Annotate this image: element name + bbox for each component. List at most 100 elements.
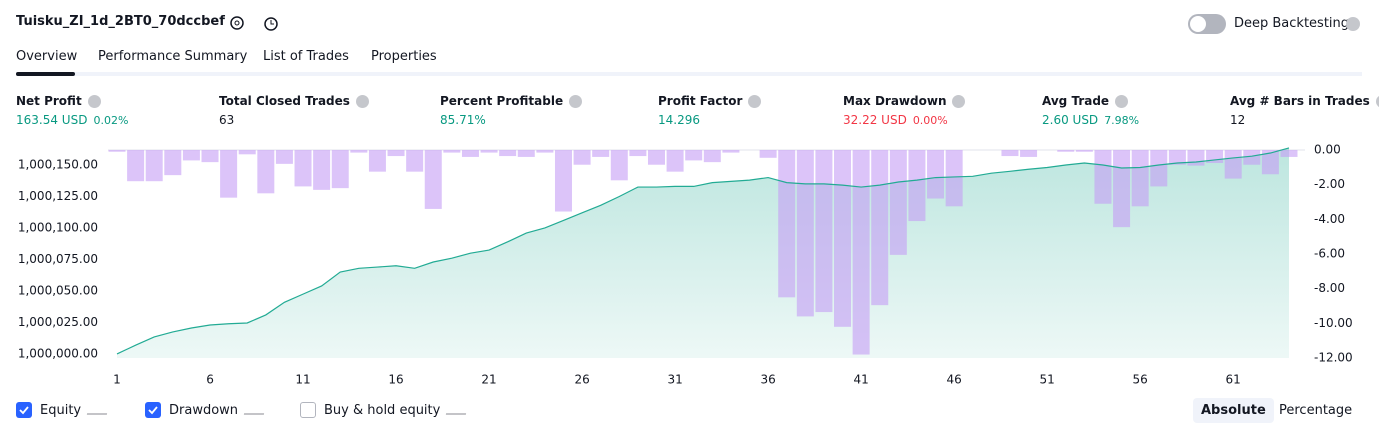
- deep-backtesting-toggle[interactable]: [1188, 14, 1226, 34]
- metric-value: 12: [1230, 113, 1245, 127]
- y-tick-label: 1,000,150.00: [18, 157, 98, 171]
- checkbox[interactable]: [16, 402, 32, 418]
- metric-value: 85.71%: [440, 113, 486, 127]
- tab[interactable]: Performance Summary: [98, 49, 248, 64]
- drawdown-bar: [1168, 150, 1186, 165]
- drawdown-bar: [759, 150, 777, 158]
- drawdown-bar: [815, 150, 833, 313]
- metric-value-text: 85.71%: [440, 113, 486, 127]
- legend-item[interactable]: Drawdown: [145, 402, 269, 418]
- drawdown-bar: [331, 150, 349, 189]
- info-icon[interactable]: [569, 94, 583, 108]
- tab[interactable]: Overview: [16, 49, 78, 64]
- drawdown-bar: [1243, 150, 1261, 165]
- info-icon[interactable]: [87, 94, 101, 108]
- x-tick-label: 61: [1226, 373, 1241, 387]
- x-tick-label: 1: [113, 373, 121, 387]
- drawdown-bar: [1094, 150, 1112, 204]
- drawdown-bar: [647, 150, 665, 165]
- y2-tick-label: -10.00: [1314, 316, 1353, 330]
- legend-icon: [243, 406, 269, 414]
- drawdown-bar: [424, 150, 442, 209]
- metric-label: Profit Factor: [658, 94, 762, 108]
- header-icons: [230, 16, 278, 31]
- y-tick-label: 1,000,000.00: [18, 346, 98, 360]
- drawdown-bar: [1131, 150, 1149, 207]
- checkbox[interactable]: [300, 402, 316, 418]
- drawdown-bar: [127, 150, 145, 182]
- info-icon[interactable]: [355, 94, 369, 108]
- drawdown-bar: [871, 150, 889, 306]
- y2-tick-label: -6.00: [1314, 247, 1345, 261]
- metric-label: Avg # Bars in Trades: [1230, 94, 1379, 108]
- metric-value-text: 14.296: [658, 113, 700, 127]
- y-tick-label: 1,000,050.00: [18, 283, 98, 297]
- drawdown-bar: [554, 150, 572, 212]
- x-tick-label: 21: [481, 373, 496, 387]
- drawdown-bar: [368, 150, 386, 172]
- drawdown-bar: [927, 150, 945, 199]
- drawdown-bar: [443, 150, 461, 153]
- drawdown-bar: [220, 150, 238, 198]
- metric-value: 32.22 USD 0.00%: [843, 113, 948, 127]
- metric-value: 163.54 USD 0.02%: [16, 113, 128, 127]
- checkbox[interactable]: [145, 402, 161, 418]
- help-icon[interactable]: [1346, 17, 1360, 31]
- metric-value: 2.60 USD 7.98%: [1042, 113, 1139, 127]
- metric-label: Percent Profitable: [440, 94, 583, 108]
- legend-label: Drawdown: [169, 402, 239, 418]
- y-tick-label: 1,000,100.00: [18, 220, 98, 234]
- drawdown-bar: [536, 150, 554, 153]
- drawdown-bar: [666, 150, 684, 172]
- y2-tick-label: -4.00: [1314, 212, 1345, 226]
- alert-hands: [270, 20, 274, 25]
- legend-icon: [446, 406, 471, 414]
- settings-icon[interactable]: [230, 16, 244, 30]
- x-tick-label: 31: [667, 373, 682, 387]
- check-mark: [19, 406, 29, 415]
- drawdown-bar: [275, 150, 293, 164]
- drawdown-bar: [1020, 150, 1038, 157]
- drawdown-bar: [461, 150, 479, 157]
- drawdown-bar: [517, 150, 535, 157]
- tab[interactable]: List of Trades: [263, 49, 349, 64]
- drawdown-bar: [778, 150, 796, 298]
- metric-label: Total Closed Trades: [219, 94, 369, 108]
- active-tab-indicator: [16, 72, 75, 76]
- drawdown-bar: [164, 150, 182, 176]
- drawdown-bar: [182, 150, 200, 161]
- legend-icon: [86, 406, 112, 414]
- alert-icon[interactable]: [264, 17, 278, 31]
- metric-label-text: Max Drawdown: [843, 94, 947, 108]
- drawdown-bar: [852, 150, 870, 355]
- drawdown-bar: [610, 150, 628, 181]
- settings-icon-core: [234, 20, 240, 26]
- info-icon[interactable]: [952, 94, 966, 108]
- drawdown-bar: [480, 150, 498, 153]
- view-button[interactable]: Absolute: [1193, 398, 1274, 423]
- x-tick-label: 6: [206, 373, 214, 387]
- drawdown-bar: [238, 150, 256, 155]
- y-tick-label: 1,000,125.00: [18, 189, 98, 203]
- info-icon[interactable]: [748, 94, 762, 108]
- metric-change: 0.02%: [93, 114, 129, 127]
- metric-change: 0.00%: [912, 114, 948, 127]
- view-button[interactable]: Percentage: [1279, 403, 1353, 418]
- metric-label-text: Profit Factor: [658, 94, 743, 108]
- drawdown-bar: [313, 150, 331, 190]
- legend-item[interactable]: Buy & hold equity: [300, 402, 471, 418]
- equity-area: [117, 147, 1289, 358]
- metric-value-text: 163.54 USD: [16, 113, 88, 127]
- metric-label-text: Avg Trade: [1042, 94, 1110, 108]
- metric-value-text: 2.60 USD: [1042, 113, 1099, 127]
- metric-value-text: 12: [1230, 113, 1246, 127]
- tab[interactable]: Properties: [371, 49, 437, 64]
- metric-label: Avg Trade: [1042, 94, 1129, 108]
- drawdown-bar: [201, 150, 219, 163]
- legend-item[interactable]: Equity: [16, 402, 112, 418]
- info-icon[interactable]: [1115, 94, 1129, 108]
- drawdown-bar: [629, 150, 647, 157]
- info-icon[interactable]: [1375, 94, 1379, 108]
